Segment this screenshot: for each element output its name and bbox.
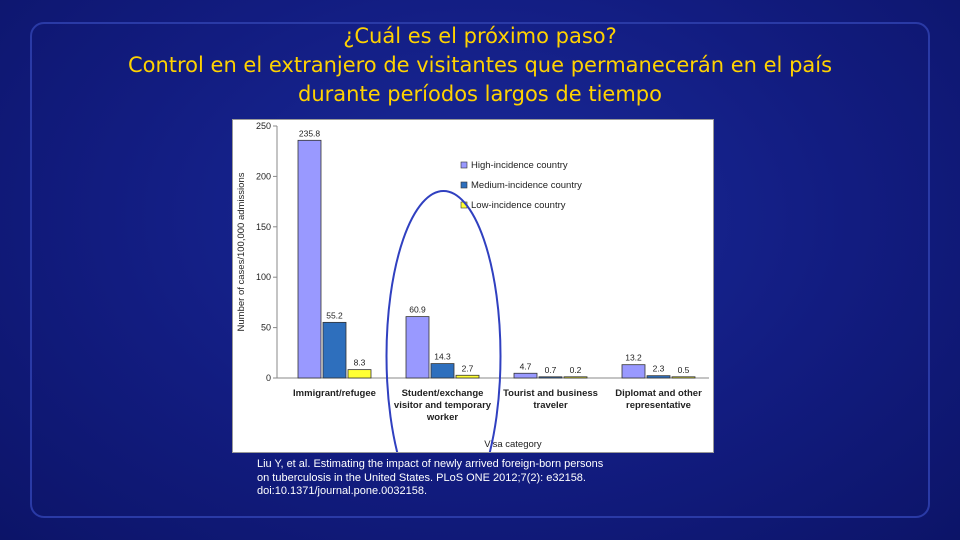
bar-value-label: 4.7 [520, 361, 532, 371]
bar-0-1 [322, 321, 347, 379]
bar-1-2 [455, 374, 480, 379]
y-tick-label: 250 [256, 121, 271, 131]
highlight-ellipse [385, 190, 502, 452]
x-category-label: Diplomat and other [615, 388, 702, 399]
x-category-label: visitor and temporary [394, 400, 492, 411]
legend-label: Low-incidence country [471, 200, 566, 211]
y-tick-label: 50 [261, 323, 271, 333]
x-category-label: Tourist and business [503, 388, 598, 399]
bar-2-2 [563, 376, 588, 379]
bar-value-label: 0.7 [545, 365, 557, 375]
legend-swatch [460, 181, 468, 189]
title-line-1: ¿Cuál es el próximo paso? [343, 24, 617, 48]
legend-swatch [460, 161, 468, 169]
y-tick-label: 100 [256, 272, 271, 282]
slide-frame [30, 22, 930, 518]
y-axis-title: Number of cases/100,000 admissions [236, 172, 247, 331]
bar-value-label: 0.5 [678, 365, 690, 375]
citation-line-2: on tuberculosis in the United States. PL… [257, 471, 586, 484]
bar-3-2 [671, 376, 696, 379]
bar-value-label: 55.2 [326, 310, 343, 320]
title-line-2: Control en el extranjero de visitantes q… [127, 53, 833, 77]
y-tick-label: 0 [266, 373, 271, 383]
bar-value-label: 60.9 [409, 305, 426, 315]
bar-1-1 [430, 363, 455, 379]
y-tick-label: 150 [256, 222, 271, 232]
citation-line-3: doi:10.1371/journal.pone.0032158. [257, 485, 428, 497]
bar-value-label: 2.3 [653, 364, 665, 374]
bar-chart: 0 50 100 150 200 250 Number of cases/100,000 a… [236, 121, 709, 452]
bar-value-label: 0.2 [570, 365, 582, 375]
x-category-label: worker [426, 412, 458, 423]
bar-value-label: 2.7 [462, 363, 474, 373]
x-axis-title: Visa category [484, 439, 542, 450]
bar-0-0 [297, 139, 322, 379]
bar-0-2 [347, 369, 372, 379]
bar-3-1 [646, 375, 671, 379]
bar-value-label: 13.2 [625, 353, 642, 363]
bar-value-label: 235.8 [299, 128, 321, 138]
slide-title: ¿Cuál es el próximo paso? Control en el … [0, 22, 960, 109]
x-category-label: Immigrant/refugee [293, 388, 376, 399]
x-category-label: Student/exchange [402, 388, 484, 399]
legend-label: High-incidence country [471, 160, 568, 171]
bar-value-label: 14.3 [434, 352, 451, 362]
bar-1-0 [405, 316, 430, 379]
bar-3-0 [621, 364, 646, 379]
title-line-3: durante períodos largos de tiempo [298, 82, 662, 106]
chart-image: 0 50 100 150 200 250 Number of cases/100,000 a… [232, 119, 714, 453]
bar-value-label: 8.3 [354, 358, 366, 368]
citation: Liu Y, et al. Estimating the impact of n… [257, 458, 717, 499]
y-tick-label: 200 [256, 171, 271, 181]
bar-2-1 [538, 376, 563, 379]
x-category-label: representative [626, 400, 691, 411]
legend-label: Medium-incidence country [471, 180, 582, 191]
citation-line-1: Liu Y, et al. Estimating the impact of n… [257, 458, 604, 470]
bar-2-0 [513, 372, 538, 379]
x-category-label: traveler [533, 400, 568, 411]
